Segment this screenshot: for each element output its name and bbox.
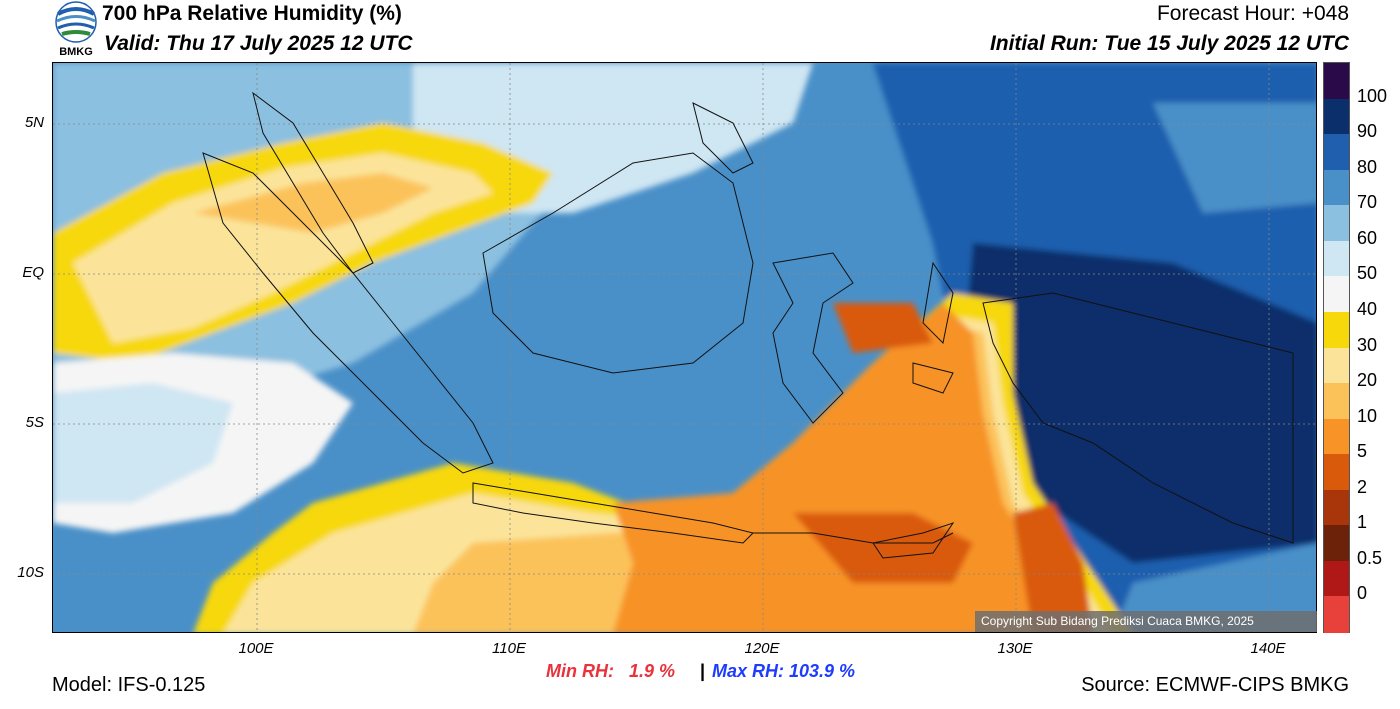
map-title: 700 hPa Relative Humidity (%) — [102, 2, 402, 25]
colorbar-label: 40 — [1357, 298, 1378, 319]
colorbar-segment — [1324, 205, 1349, 242]
stats-separator: | — [700, 661, 706, 681]
colorbar — [1323, 62, 1350, 633]
colorbar-label: 0 — [1357, 583, 1368, 604]
lat-label-eq: EQ — [22, 264, 44, 281]
lon-label-120e: 120E — [744, 640, 780, 657]
initial-run: Initial Run: Tue 15 July 2025 12 UTC — [989, 32, 1349, 55]
colorbar-segment — [1324, 347, 1349, 384]
logo-text: BMKG — [59, 46, 93, 58]
colorbar-segment — [1324, 596, 1349, 633]
forecast-hour: Forecast Hour: +048 — [1156, 2, 1349, 25]
bmkg-logo — [52, 0, 100, 60]
colorbar-label: 90 — [1357, 121, 1378, 142]
colorbar-label: 80 — [1357, 156, 1378, 177]
colorbar-label: 100 — [1357, 85, 1388, 106]
lon-label-110e: 110E — [492, 640, 526, 657]
max-rh: Max RH: 103.9 % — [712, 661, 856, 681]
colorbar-segment — [1324, 560, 1349, 597]
colorbar-label: 70 — [1357, 192, 1378, 213]
colorbar-segment — [1324, 276, 1349, 313]
colorbar-label: 0.5 — [1357, 547, 1383, 568]
colorbar-segment — [1324, 240, 1349, 277]
lat-label-10s: 10S — [17, 564, 44, 581]
colorbar-segment — [1324, 489, 1349, 526]
colorbar-segment — [1324, 134, 1349, 171]
colorbar-label: 30 — [1357, 334, 1378, 355]
colorbar-label: 60 — [1357, 227, 1378, 248]
colorbar-segment — [1324, 63, 1349, 100]
lon-label-140e: 140E — [1250, 640, 1286, 657]
source-label: Source: ECMWF-CIPS BMKG — [1081, 674, 1349, 696]
colorbar-label: 1 — [1357, 512, 1368, 533]
rh-map[interactable] — [52, 62, 1317, 633]
min-rh: Min RH: 1.9 % — [546, 661, 676, 681]
colorbar-label: 20 — [1357, 370, 1378, 391]
lon-label-100e: 100E — [238, 640, 274, 657]
colorbar-segment — [1324, 418, 1349, 455]
colorbar-segment — [1324, 98, 1349, 135]
colorbar-segment — [1324, 383, 1349, 420]
colorbar-segment — [1324, 311, 1349, 348]
colorbar-segment — [1324, 525, 1349, 562]
model-label: Model: IFS-0.125 — [52, 674, 206, 696]
valid-time: Valid: Thu 17 July 2025 12 UTC — [104, 32, 413, 55]
lat-label-5s: 5S — [25, 414, 44, 431]
colorbar-label: 50 — [1357, 263, 1378, 284]
colorbar-segment — [1324, 454, 1349, 491]
colorbar-label: 5 — [1357, 441, 1368, 462]
colorbar-segment — [1324, 169, 1349, 206]
copyright-note: Copyright Sub Bidang Prediksi Cuaca BMKG… — [975, 611, 1317, 632]
colorbar-label: 10 — [1357, 405, 1378, 426]
lat-label-5n: 5N — [24, 114, 44, 131]
lon-label-130e: 130E — [997, 640, 1033, 657]
colorbar-label: 2 — [1357, 476, 1368, 497]
